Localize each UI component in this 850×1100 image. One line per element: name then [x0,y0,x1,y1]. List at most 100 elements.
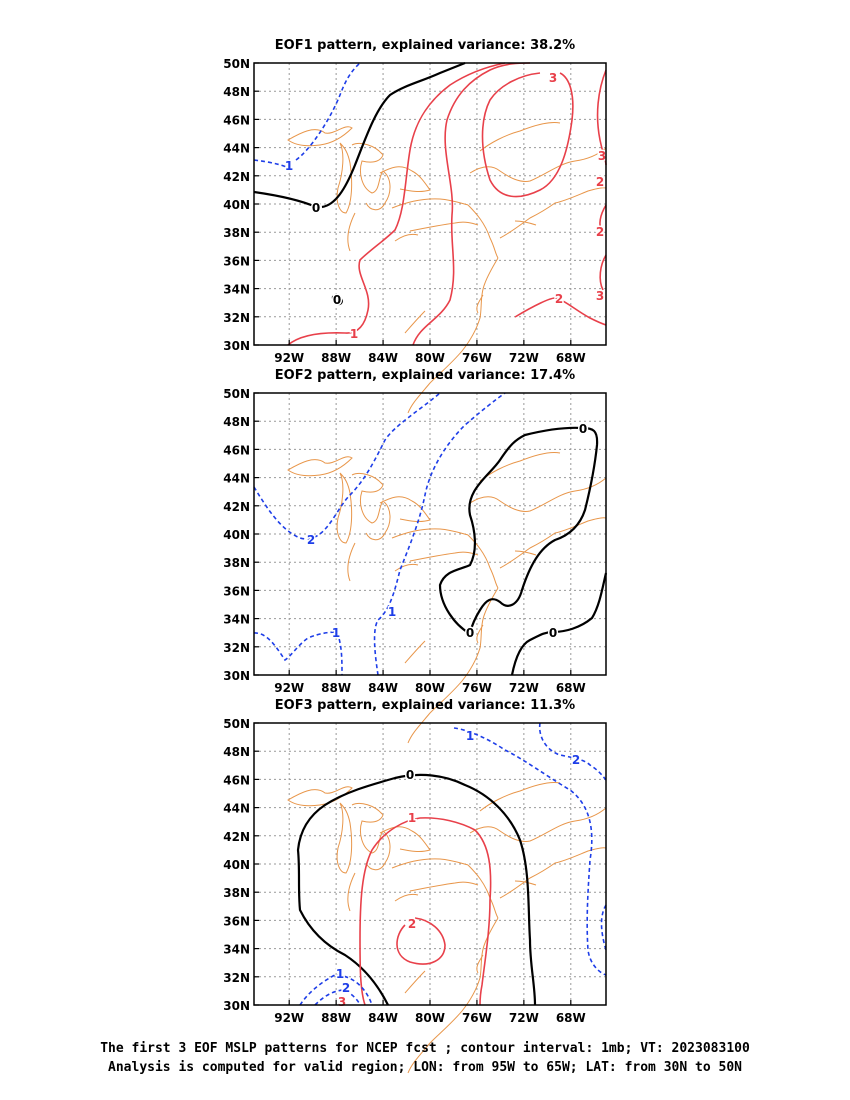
eof3-coastline [287,782,607,1074]
contour-label: 1 [388,605,396,619]
contour-label: 0 [466,626,474,640]
contour-label: 2 [307,533,315,547]
lat-tick-label: 50N [223,387,250,401]
lat-tick-label: 40N [223,198,250,212]
eof1-title: EOF1 pattern, explained variance: 38.2% [275,38,575,53]
eof3-lon-ticks: 92W 88W 84W 80W 76W 72W 68W [274,1000,586,1025]
lat-tick-label: 48N [223,85,250,99]
lat-tick-label: 48N [223,745,250,759]
lat-tick-label: 34N [223,283,250,297]
contour-label: 2 [555,292,563,306]
lon-tick-label: 84W [368,681,398,695]
lat-tick-label: 40N [223,528,250,542]
eof2-lat-ticks: 50N 48N 46N 44N 42N 40N 38N 36N 34N 32N 30N [223,387,259,683]
eof1-coastline [287,122,607,414]
lon-tick-label: 72W [509,681,539,695]
caption-line-2: Analysis is computed for valid region; L… [108,1060,742,1075]
coastline [287,126,479,252]
lat-tick-label: 30N [223,669,250,683]
contour-label: 0 [406,768,414,782]
eof3-contours [296,722,607,1006]
lon-tick-label: 92W [274,351,304,365]
lat-tick-label: 50N [223,717,250,731]
eof1-grid [254,63,606,345]
coastline [287,786,479,912]
lat-tick-label: 38N [223,556,250,570]
eof2-contour-labels: 0 0 0 1 1 2 [305,421,588,642]
contour-label: 2 [596,175,604,189]
lat-tick-label: 44N [223,142,250,156]
lat-tick-label: 36N [223,254,250,268]
contour-label: 2 [342,981,350,995]
eof2-title: EOF2 pattern, explained variance: 17.4% [275,368,575,383]
eof3-lat-ticks: 50N 48N 46N 44N 42N 40N 38N 36N 34N 32N 30N [223,717,259,1013]
lat-tick-label: 38N [223,886,250,900]
lat-tick-label: 46N [223,773,250,787]
lat-tick-label: 42N [223,500,250,514]
lat-tick-label: 42N [223,830,250,844]
contour-label: 0 [549,626,557,640]
eof1-panel: EOF1 pattern, explained variance: 38.2% … [223,38,608,414]
contour-label: 0 [579,422,587,436]
lon-tick-label: 68W [556,1011,586,1025]
lon-tick-label: 88W [321,1011,351,1025]
lat-tick-label: 34N [223,943,250,957]
eof3-contour-labels: 0 1 2 1 2 3 1 2 [334,728,581,1011]
eof1-lon-ticks: 92W 88W 84W 80W 76W 72W 68W [274,340,586,365]
lon-tick-label: 92W [274,1011,304,1025]
lat-tick-label: 46N [223,443,250,457]
lon-tick-label: 68W [556,681,586,695]
contour-label: 3 [598,149,606,163]
eof2-panel: EOF2 pattern, explained variance: 17.4% … [223,368,608,744]
eof2-contours [253,392,608,676]
contour-label: 2 [572,753,580,767]
eof1-lat-ticks: 50N 48N 46N 44N 42N 40N 38N 36N 34N 32N 30N [223,57,259,353]
lon-tick-label: 76W [462,1011,492,1025]
contour-label: 2 [596,225,604,239]
eof2-grid [254,393,606,675]
contour-label: 0 [333,293,341,307]
coastline [404,122,607,414]
lat-tick-label: 30N [223,999,250,1013]
caption-line-1: The first 3 EOF MSLP patterns for NCEP f… [100,1041,750,1056]
lon-tick-label: 88W [321,351,351,365]
lat-tick-label: 40N [223,858,250,872]
contour-label: 1 [332,626,340,640]
lon-tick-label: 80W [415,1011,445,1025]
eof1-contour-labels: 0 0 1 1 2 2 2 3 3 3 [283,70,607,343]
lat-tick-label: 48N [223,415,250,429]
lat-tick-label: 36N [223,584,250,598]
eof3-panel: EOF3 pattern, explained variance: 11.3% … [223,698,607,1074]
lon-tick-label: 76W [462,351,492,365]
contour-label: 2 [408,917,416,931]
lon-tick-label: 80W [415,681,445,695]
lat-tick-label: 38N [223,226,250,240]
lon-tick-label: 72W [509,351,539,365]
lat-tick-label: 32N [223,971,250,985]
contour-label: 1 [466,729,474,743]
lat-tick-label: 44N [223,802,250,816]
coastline [404,452,607,744]
lat-tick-label: 42N [223,170,250,184]
contour-label: 3 [338,995,346,1009]
contour-label: 0 [312,201,320,215]
lat-tick-label: 30N [223,339,250,353]
lon-tick-label: 92W [274,681,304,695]
lon-tick-label: 72W [509,1011,539,1025]
lat-tick-label: 50N [223,57,250,71]
contour-label: 3 [596,289,604,303]
lon-tick-label: 84W [368,1011,398,1025]
lat-tick-label: 34N [223,613,250,627]
lon-tick-label: 80W [415,351,445,365]
lon-tick-label: 76W [462,681,492,695]
contour-label: 1 [285,159,293,173]
lon-tick-label: 68W [556,351,586,365]
contour-label: 3 [549,71,557,85]
lat-tick-label: 44N [223,472,250,486]
eof2-lon-ticks: 92W 88W 84W 80W 76W 72W 68W [274,670,586,695]
lat-tick-label: 32N [223,311,250,325]
contour-label: 1 [336,967,344,981]
lat-tick-label: 32N [223,641,250,655]
eof3-grid [254,723,606,1005]
